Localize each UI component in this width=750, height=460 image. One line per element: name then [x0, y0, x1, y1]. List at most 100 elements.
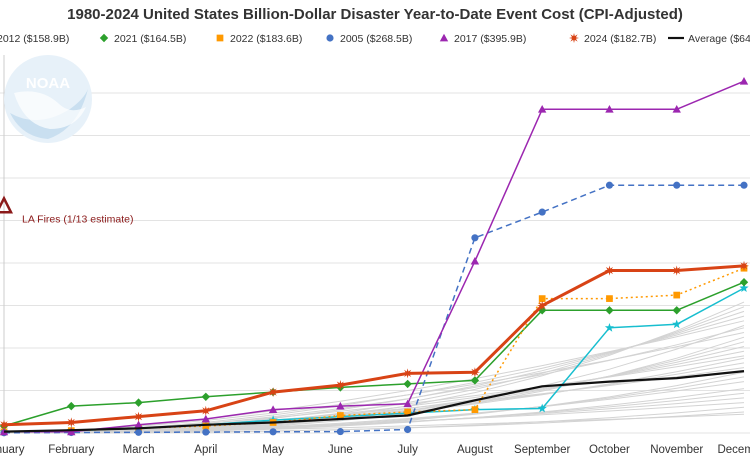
data-point[interactable]	[606, 295, 613, 302]
data-point[interactable]	[604, 265, 615, 276]
legend-item[interactable]: 2012 ($158.9B)	[0, 33, 69, 45]
x-tick-label: March	[123, 444, 155, 456]
data-point[interactable]	[402, 368, 413, 379]
annotation: LA Fires (1/13 estimate)	[0, 195, 133, 225]
historical-year-line	[3, 332, 745, 434]
data-point[interactable]	[133, 411, 144, 422]
x-tick-label: February	[48, 444, 94, 456]
legend-item[interactable]: 2022 ($183.6B)	[216, 33, 303, 45]
legend-label: 2017 ($395.9B)	[454, 33, 526, 45]
legend-label: 2022 ($183.6B)	[230, 33, 302, 45]
data-point[interactable]	[335, 380, 346, 391]
data-point[interactable]	[739, 260, 749, 271]
series-line[interactable]	[3, 281, 745, 427]
data-point[interactable]	[0, 419, 9, 430]
data-point[interactable]	[671, 265, 682, 276]
data-point[interactable]	[201, 414, 211, 423]
legend-label: Average ($64	[688, 33, 750, 45]
x-tick-label: April	[194, 444, 217, 456]
data-point[interactable]	[471, 406, 479, 413]
data-point[interactable]	[201, 392, 211, 401]
annotation-label: LA Fires (1/13 estimate)	[22, 213, 133, 225]
data-point[interactable]	[739, 77, 749, 85]
data-point[interactable]	[134, 428, 143, 436]
svg-text:NOAA: NOAA	[26, 75, 70, 92]
data-point[interactable]	[672, 306, 681, 315]
data-point[interactable]	[404, 408, 411, 416]
data-point[interactable]	[66, 417, 77, 428]
chart-title: 1980-2024 United States Billion-Dollar D…	[67, 6, 683, 23]
series-line[interactable]	[3, 267, 745, 433]
data-point[interactable]	[537, 300, 548, 311]
series-line[interactable]	[3, 370, 745, 433]
legend-swatch[interactable]	[569, 33, 579, 43]
data-point[interactable]	[200, 405, 211, 416]
series-average-64	[3, 370, 745, 433]
data-point[interactable]	[202, 428, 210, 436]
data-point[interactable]	[470, 256, 480, 265]
data-point[interactable]	[403, 399, 412, 408]
data-point[interactable]	[470, 376, 480, 385]
data-point[interactable]	[67, 401, 76, 411]
x-tick-label: June	[328, 444, 353, 456]
legend-swatch[interactable]	[326, 34, 334, 42]
series-line[interactable]	[3, 184, 744, 434]
x-axis-ticks: January February March April May June July Augu…	[0, 444, 750, 456]
legend-item[interactable]: 2021 ($164.5B)	[99, 33, 187, 45]
data-point[interactable]	[337, 412, 344, 419]
legend-label: 2005 ($268.5B)	[340, 33, 412, 45]
data-point[interactable]	[739, 283, 749, 292]
x-tick-label: January	[0, 444, 25, 456]
series-line[interactable]	[4, 80, 745, 433]
data-point[interactable]	[268, 387, 279, 398]
data-point[interactable]	[605, 306, 614, 315]
data-point[interactable]	[605, 181, 614, 189]
data-point[interactable]	[336, 428, 344, 436]
data-point[interactable]	[604, 323, 614, 332]
legend-item[interactable]: 2005 ($268.5B)	[326, 33, 412, 45]
data-point[interactable]	[134, 420, 143, 429]
data-point[interactable]	[739, 278, 749, 287]
data-point[interactable]	[605, 105, 614, 113]
historical-year-line	[3, 346, 745, 434]
noaa-logo: NOAA	[4, 55, 92, 143]
data-point[interactable]	[538, 208, 546, 216]
x-tick-label: August	[457, 444, 494, 456]
data-point[interactable]	[403, 379, 412, 389]
x-tick-label: November	[650, 444, 703, 456]
legend-item[interactable]: 2017 ($395.9B)	[439, 33, 527, 45]
legend-label: 2021 ($164.5B)	[114, 33, 186, 45]
data-point[interactable]	[672, 319, 682, 329]
legend-swatch[interactable]	[439, 33, 449, 42]
data-point[interactable]	[471, 234, 479, 242]
annotation-marker[interactable]	[0, 195, 14, 214]
data-point[interactable]	[537, 105, 547, 113]
data-point[interactable]	[673, 181, 681, 189]
data-point[interactable]	[269, 428, 277, 436]
data-point[interactable]	[268, 405, 278, 413]
series-lines	[0, 77, 749, 437]
data-point[interactable]	[673, 291, 681, 299]
series-2024-182-7b	[0, 260, 749, 430]
data-point[interactable]	[404, 425, 412, 434]
series-line[interactable]	[3, 264, 745, 427]
legend-label: 2012 ($158.9B)	[0, 33, 69, 45]
x-tick-label: July	[397, 444, 418, 456]
legend-item[interactable]: Average ($64	[668, 33, 750, 45]
data-point[interactable]	[740, 181, 748, 189]
x-tick-label: May	[262, 444, 284, 456]
data-point[interactable]	[469, 367, 480, 378]
data-point[interactable]	[537, 403, 547, 413]
legend-item[interactable]: 2024 ($182.7B)	[569, 33, 656, 45]
data-point[interactable]	[672, 105, 681, 113]
legend-swatch[interactable]	[99, 33, 109, 43]
data-point[interactable]	[538, 295, 546, 302]
data-point[interactable]	[202, 422, 210, 430]
data-point[interactable]	[134, 398, 143, 407]
x-tick-label: September	[514, 444, 570, 456]
data-point[interactable]	[336, 401, 345, 410]
legend-label: 2024 ($182.7B)	[584, 33, 656, 45]
data-point[interactable]	[67, 427, 76, 436]
legend-swatch[interactable]	[216, 34, 224, 42]
